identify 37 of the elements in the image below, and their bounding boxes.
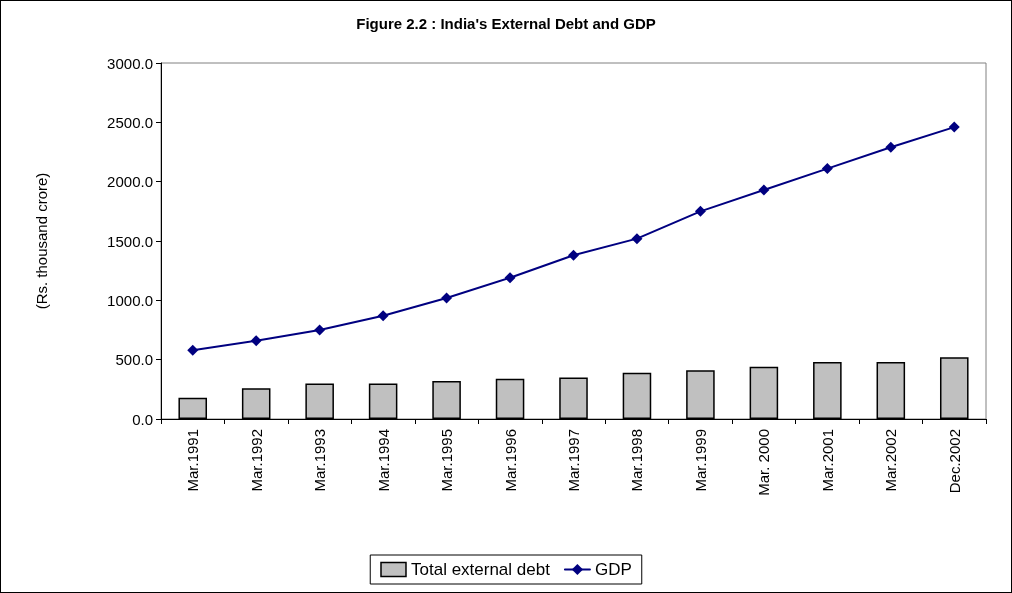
point	[250, 335, 262, 347]
point	[631, 233, 643, 245]
y-tick-label: 0.0	[132, 410, 153, 428]
y-tick-label: 3000.0	[107, 54, 153, 72]
x-tick-label: Mar.1992	[247, 429, 265, 492]
x-tick-label: Mar.1997	[565, 429, 582, 492]
x-tick-label: Mar.1994	[374, 429, 392, 492]
point	[568, 249, 579, 261]
point	[885, 141, 897, 153]
x-tick-label: Mar.1999	[691, 429, 709, 492]
x-tick-label: Mar.1996	[501, 429, 519, 492]
point	[758, 184, 770, 196]
point	[694, 205, 706, 217]
y-axis-title: (Rs. thousand crore)	[33, 172, 50, 310]
point	[504, 272, 516, 284]
x-tick-label: Mar.1991	[184, 429, 202, 492]
legend-label: Total external debt	[410, 560, 551, 579]
y-tick-label: 2500.0	[107, 113, 153, 131]
chart-title: Figure 2.2 : India's External Debt and GDP	[356, 15, 656, 32]
point	[441, 292, 453, 304]
x-tick-label: Dec.2002	[945, 429, 963, 494]
x-tick-label: Mar. 2000	[755, 429, 773, 496]
x-tick-label: Mar.2001	[818, 429, 836, 492]
y-tick-label: 1500.0	[107, 232, 153, 250]
point	[821, 163, 833, 175]
y-tick-label: 1000.0	[107, 291, 153, 309]
point	[948, 121, 960, 133]
y-tick-label: 2000.0	[107, 173, 153, 191]
point	[314, 324, 326, 336]
y-tick-label: 500.0	[115, 351, 153, 369]
x-tick-label: Mar.1993	[311, 429, 329, 492]
x-tick-label: Mar.1998	[628, 429, 646, 492]
x-tick-label: Mar.1995	[438, 429, 456, 492]
x-tick-label: Mar.2002	[882, 429, 900, 492]
legend-label: GDP	[594, 560, 632, 579]
point	[187, 344, 199, 356]
point	[377, 310, 389, 322]
